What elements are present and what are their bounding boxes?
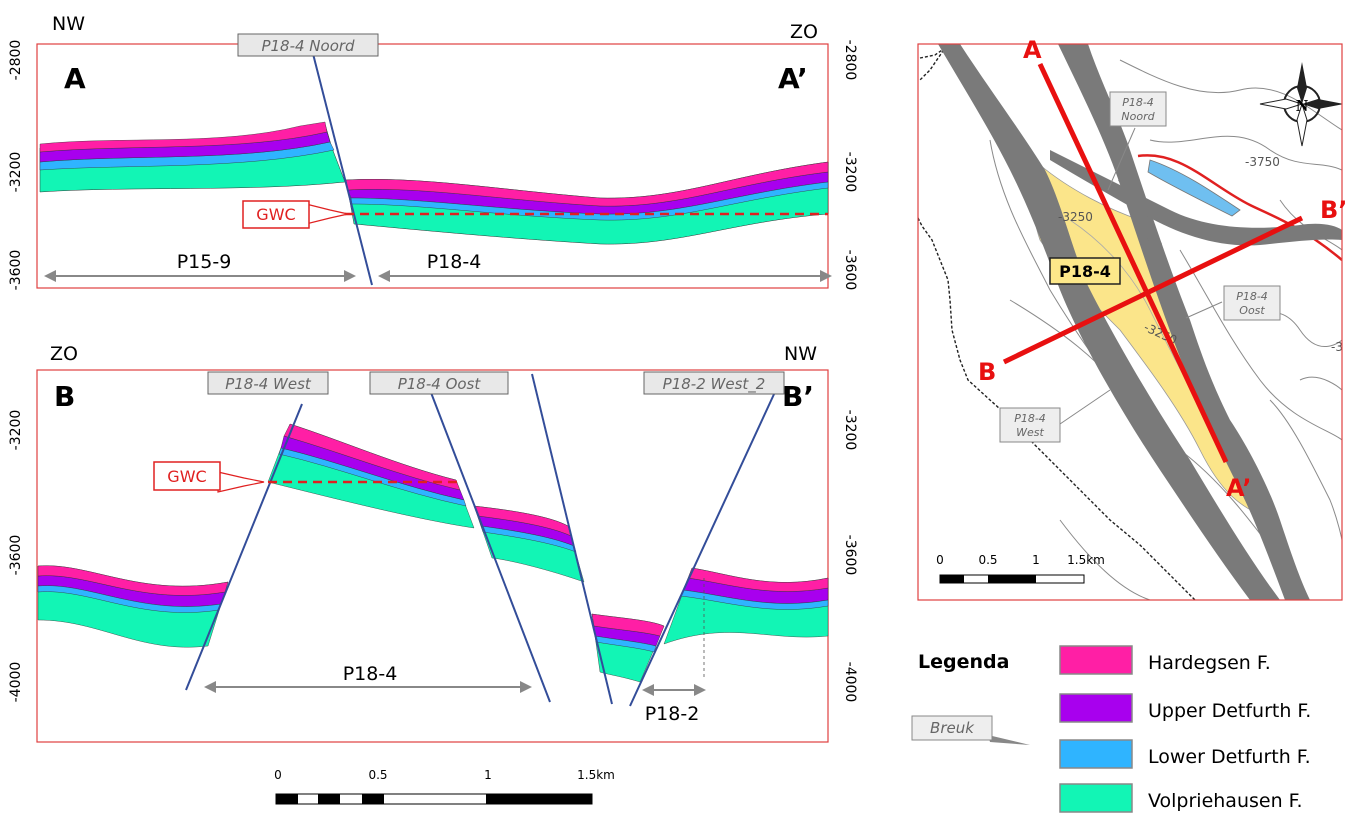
section-b-strata-5 bbox=[663, 567, 829, 645]
map-scale-tick-0: 0 bbox=[936, 553, 944, 567]
section-b-frame bbox=[36, 369, 829, 743]
map-scale-tick-2: 1 bbox=[1032, 553, 1040, 567]
map-fault-oost-line1: P18-4 bbox=[1236, 290, 1268, 303]
section-b-fault-p182-box bbox=[643, 371, 785, 395]
section-b-fault-p182-label: P18-2 West_2 bbox=[663, 375, 766, 394]
section-b-faults bbox=[185, 373, 776, 707]
section-b-extent-main: P18-4 bbox=[343, 663, 398, 685]
legend-item-hardegsen: Hardegsen F. bbox=[1148, 652, 1271, 674]
map-fault-west-line1: P18-4 bbox=[1014, 412, 1046, 425]
map-scale-tick-3: 1.5km bbox=[1067, 553, 1105, 567]
map-fault-west-line2: West bbox=[1016, 426, 1044, 439]
section-b-label-left: B bbox=[54, 380, 75, 413]
section-a-extent-left: P15-9 bbox=[177, 251, 232, 273]
legend-swatch-lower-detfurth bbox=[1059, 739, 1133, 769]
section-b-depth-left-2: -3600 bbox=[8, 535, 24, 576]
legend-item-upper-detfurth: Upper Detfurth F. bbox=[1148, 700, 1311, 722]
legend-item-volpriehausen: Volpriehausen F. bbox=[1148, 790, 1303, 812]
map-scale-tick-1: 0.5 bbox=[978, 553, 997, 567]
legend-fault-box bbox=[911, 715, 993, 741]
section-a-depth-right-3: -3600 bbox=[842, 250, 858, 291]
section-b-depth-left-3: -4000 bbox=[8, 662, 24, 703]
section-b-depth-right-1: -3200 bbox=[842, 410, 858, 451]
section-a-depth-left-1: -2800 bbox=[8, 40, 24, 81]
section-b-fault-west-box bbox=[207, 371, 329, 395]
section-a-depth-right-1: -2800 bbox=[842, 40, 858, 81]
map-section-line-a bbox=[1037, 62, 1229, 464]
section-b-strata-1 bbox=[37, 565, 229, 648]
section-b-extent-small: P18-2 bbox=[645, 703, 700, 725]
map-field-box bbox=[1049, 257, 1121, 285]
section-scale-tick-1: 0.5 bbox=[368, 768, 387, 782]
legend: Legenda Breuk Hardegsen F. Upper Detfurt… bbox=[911, 645, 1311, 813]
section-b-dir-left: ZO bbox=[50, 343, 78, 365]
section-b-strata-2 bbox=[267, 423, 475, 529]
section-a-gwc-box bbox=[242, 200, 310, 229]
map-label-a: A bbox=[1023, 36, 1042, 64]
map-label-a-prime: A’ bbox=[1226, 474, 1252, 502]
section-a-fault-label-box bbox=[237, 33, 379, 57]
section-b-fault-oost-label: P18-4 Oost bbox=[398, 375, 482, 393]
map-contour-3250-a: -3250 bbox=[1058, 210, 1093, 224]
map-contour-3750: -3750 bbox=[1245, 155, 1280, 169]
section-a-depth-left-3: -3600 bbox=[8, 250, 24, 291]
map-label-b: B bbox=[978, 358, 996, 386]
section-scale-bar: 0 0.5 1 1.5km bbox=[274, 768, 615, 805]
legend-title: Legenda bbox=[918, 651, 1009, 673]
map-lower-detfurth-patch bbox=[1147, 159, 1241, 217]
section-a: NW ZO A A’ -2800 -3200 -3600 -2800 -3200… bbox=[8, 13, 858, 290]
section-a-strata-right bbox=[345, 161, 829, 245]
compass-letter: N bbox=[1296, 96, 1309, 115]
map-section-line-b bbox=[1002, 215, 1304, 365]
section-b-strata-4 bbox=[591, 613, 665, 683]
section-a-label-right: A’ bbox=[778, 62, 808, 95]
section-scale-tick-3: 1.5km bbox=[577, 768, 615, 782]
section-b-fault-west-label: P18-4 West bbox=[225, 375, 312, 393]
map-fault-oost-line2: Oost bbox=[1239, 304, 1265, 317]
section-a-gwc-label: GWC bbox=[256, 205, 295, 224]
map-fault-noord-line1: P18-4 bbox=[1122, 96, 1154, 109]
legend-swatch-volpriehausen bbox=[1059, 783, 1133, 813]
section-a-fault-noord bbox=[309, 41, 373, 286]
map-scale-bar: 0 0.5 1 1.5km bbox=[936, 553, 1105, 584]
section-b-gwc-box bbox=[153, 461, 221, 491]
section-b-depth-right-2: -3600 bbox=[842, 535, 858, 576]
section-scale-tick-0: 0 bbox=[274, 768, 282, 782]
map-fault-noord-line2: Noord bbox=[1121, 110, 1155, 123]
section-b-fault-oost-box bbox=[369, 371, 509, 395]
compass-icon: N bbox=[1259, 62, 1342, 147]
section-a-dir-left: NW bbox=[52, 13, 85, 35]
section-b-label-right: B’ bbox=[782, 380, 814, 413]
section-a-label-left: A bbox=[64, 62, 86, 95]
section-scale-tick-2: 1 bbox=[484, 768, 492, 782]
section-a-strata-left bbox=[39, 121, 346, 193]
map-label-b-prime: B’ bbox=[1320, 196, 1347, 224]
section-a-depth-left-2: -3200 bbox=[8, 152, 24, 193]
section-a-fault-label: P18-4 Noord bbox=[261, 37, 355, 55]
section-b: ZO NW B B’ -3200 -3600 -4000 -3200 -3600… bbox=[8, 343, 858, 743]
legend-swatch-upper-detfurth bbox=[1059, 693, 1133, 723]
section-a-dir-right: ZO bbox=[790, 21, 818, 43]
legend-item-lower-detfurth: Lower Detfurth F. bbox=[1148, 746, 1311, 768]
map-panel: -3750 -3250 -3250 -3 N A A’ B B’ P18-4 bbox=[917, 36, 1347, 601]
map-fault-bands bbox=[938, 44, 1342, 600]
legend-swatch-hardegsen bbox=[1059, 645, 1133, 675]
section-a-extent-right: P18-4 bbox=[427, 251, 482, 273]
section-b-gwc-label: GWC bbox=[167, 467, 206, 486]
section-b-depth-right-3: -4000 bbox=[842, 662, 858, 703]
map-frame bbox=[917, 43, 1343, 601]
section-a-depth-right-2: -3200 bbox=[842, 152, 858, 193]
section-b-dir-right: NW bbox=[784, 343, 817, 365]
legend-fault-label: Breuk bbox=[930, 719, 975, 737]
section-b-strata-3 bbox=[473, 505, 585, 583]
section-b-depth-left-1: -3200 bbox=[8, 410, 24, 451]
map-field-label: P18-4 bbox=[1059, 262, 1111, 281]
map-contour-3: -3 bbox=[1331, 340, 1343, 354]
